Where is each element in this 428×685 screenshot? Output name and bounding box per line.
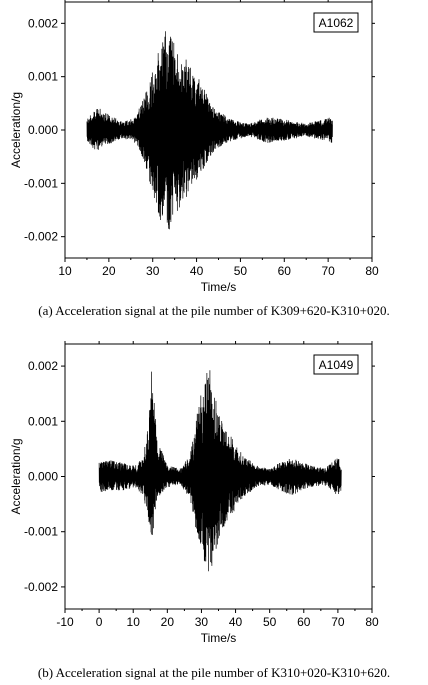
chart-0-tag-label: A1062: [319, 16, 354, 30]
chart-1-ytick-label: 0.000: [28, 470, 58, 484]
chart-0-ytick-label: -0.002: [24, 230, 58, 244]
chart-0-xtick-label: 10: [58, 264, 72, 278]
chart-1-ytick-label: -0.001: [24, 525, 58, 539]
chart-1-xtick-label: 60: [297, 615, 311, 629]
chart-1-signal-trace: [98, 370, 342, 572]
chart-1-ytick-label: 0.001: [28, 414, 58, 428]
chart-1-xtick-label: 80: [365, 615, 379, 629]
chart-panel-b: -10 0 10 20 30 40 50 60 70 80 -0.002 -0.001 0.000 0.0…: [0, 338, 428, 685]
caption-a: (a) Acceleration signal at the pile numb…: [38, 303, 390, 318]
chart-1-y-axis-label: Acceleration/g: [9, 438, 23, 514]
chart-0-xtick-label: 50: [234, 264, 248, 278]
caption-b: (b) Acceleration signal at the pile numb…: [37, 665, 391, 680]
chart-0-tag-box: [313, 12, 359, 33]
chart-1-tag-box: [313, 354, 359, 375]
chart-1-xtick-label: 50: [263, 615, 277, 629]
chart-panel-a: 10 20 30 40 50 60 70 80 -0.002 -0.001 0.000 0.001 0.…: [0, 0, 428, 330]
chart-0-ytick-label: 0.000: [28, 123, 58, 137]
chart-1-xtick-label: 30: [195, 615, 209, 629]
chart-1-xtick-label: 0: [96, 615, 103, 629]
chart-1-xtick-label: 20: [161, 615, 175, 629]
chart-0-ytick-label: 0.002: [28, 16, 58, 30]
chart-1-xtick-label: 40: [229, 615, 243, 629]
chart-0-xtick-label: 70: [321, 264, 335, 278]
chart-0-x-axis-label: Time/s: [201, 280, 237, 294]
chart-0-y-axis-label: Acceleration/g: [9, 92, 23, 168]
chart-1-ytick-label: -0.002: [24, 580, 58, 594]
chart-0-xtick-label: 80: [365, 264, 379, 278]
chart-0-ytick-label: -0.001: [24, 176, 58, 190]
chart-1-xtick-label: 70: [331, 615, 345, 629]
chart-1-tag-label: A1049: [319, 358, 354, 372]
chart-0-xtick-label: 20: [102, 264, 116, 278]
chart-b-svg: -10 0 10 20 30 40 50 60 70 80 -0.002 -0.001 0.000 0.0…: [9, 341, 379, 645]
chart-0-xtick-label: 40: [190, 264, 204, 278]
chart-0-xtick-label: 30: [146, 264, 160, 278]
chart-1-ytick-label: 0.002: [28, 359, 58, 373]
chart-1-xtick-label: -10: [56, 615, 74, 629]
chart-0-ytick-label: 0.001: [28, 70, 58, 84]
chart-a-svg: 10 20 30 40 50 60 70 80 -0.002 -0.001 0.000 0.001 0.…: [9, 0, 379, 294]
chart-0-signal-trace: [86, 31, 333, 230]
chart-0-xtick-label: 60: [278, 264, 292, 278]
chart-1-xtick-label: 10: [127, 615, 141, 629]
chart-1-x-axis-label: Time/s: [201, 631, 237, 645]
